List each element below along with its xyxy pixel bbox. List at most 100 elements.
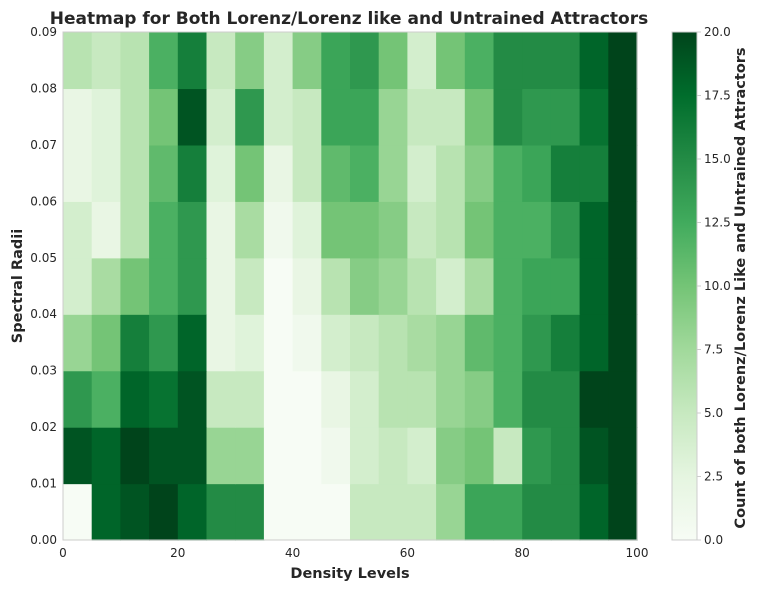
heatmap-cell bbox=[550, 32, 581, 90]
heatmap-cell bbox=[63, 257, 93, 315]
heatmap-cell bbox=[63, 32, 93, 90]
heatmap-cell bbox=[550, 257, 581, 315]
heatmap-cell bbox=[579, 257, 609, 315]
heatmap-cell bbox=[235, 257, 265, 315]
heatmap-cell bbox=[206, 370, 236, 428]
heatmap-cell bbox=[436, 201, 466, 259]
heatmap-cell bbox=[235, 32, 265, 90]
heatmap-cell bbox=[177, 427, 208, 485]
heatmap-cell bbox=[321, 314, 351, 372]
colorbar-tick-label: 2.5 bbox=[704, 470, 723, 484]
heatmap-cell bbox=[522, 370, 552, 428]
heatmap-cell bbox=[493, 201, 523, 259]
heatmap-cell bbox=[91, 88, 121, 146]
heatmap-cell bbox=[120, 144, 150, 202]
heatmap-cell bbox=[407, 314, 437, 372]
heatmap-cell bbox=[493, 257, 523, 315]
heatmap-cell bbox=[350, 201, 380, 259]
heatmap-cell bbox=[235, 483, 265, 541]
heatmap-cells bbox=[63, 32, 638, 541]
heatmap-cell bbox=[263, 32, 294, 90]
heatmap-cell bbox=[235, 201, 265, 259]
heatmap-cell bbox=[149, 370, 179, 428]
heatmap-cell bbox=[522, 427, 552, 485]
heatmap-cell bbox=[263, 483, 294, 541]
heatmap-cell bbox=[493, 370, 523, 428]
heatmap-cell bbox=[493, 32, 523, 90]
colorbar-tick-label: 15.0 bbox=[704, 152, 731, 166]
heatmap-cell bbox=[522, 483, 552, 541]
colorbar-tick-label: 17.5 bbox=[704, 89, 731, 103]
colorbar bbox=[671, 31, 698, 541]
heatmap-cell bbox=[177, 314, 208, 372]
y-tick-label: 0.00 bbox=[30, 533, 57, 547]
heatmap-cell bbox=[63, 370, 93, 428]
heatmap-cell bbox=[235, 88, 265, 146]
heatmap-cell bbox=[263, 88, 294, 146]
y-tick-label: 0.06 bbox=[30, 194, 57, 208]
y-tick-label: 0.07 bbox=[30, 138, 57, 152]
heatmap-cell bbox=[321, 88, 351, 146]
heatmap-cell bbox=[120, 483, 150, 541]
heatmap-cell bbox=[550, 201, 581, 259]
heatmap-cell bbox=[407, 88, 437, 146]
colorbar-tick-label: 0.0 bbox=[704, 533, 723, 547]
heatmap-cell bbox=[120, 257, 150, 315]
heatmap-cell bbox=[407, 370, 437, 428]
heatmap-cell bbox=[493, 144, 523, 202]
heatmap-cell bbox=[464, 427, 495, 485]
heatmap-cell bbox=[579, 88, 609, 146]
heatmap-cell bbox=[493, 88, 523, 146]
heatmap-cell bbox=[120, 314, 150, 372]
heatmap-cell bbox=[550, 427, 581, 485]
heatmap-cell bbox=[464, 370, 495, 428]
x-tick-label: 0 bbox=[59, 546, 67, 560]
heatmap-cell bbox=[292, 144, 322, 202]
x-tick-label: 20 bbox=[170, 546, 185, 560]
heatmap-cell bbox=[464, 201, 495, 259]
heatmap-cell bbox=[464, 32, 495, 90]
x-tick-label: 100 bbox=[626, 546, 649, 560]
heatmap-cell bbox=[63, 201, 93, 259]
heatmap-cell bbox=[149, 427, 179, 485]
heatmap-cell bbox=[407, 257, 437, 315]
heatmap-cell bbox=[263, 257, 294, 315]
x-axis-label: Density Levels bbox=[290, 566, 409, 582]
heatmap-cell bbox=[407, 483, 437, 541]
heatmap-cell bbox=[378, 257, 408, 315]
heatmap-cell bbox=[149, 483, 179, 541]
heatmap-cell bbox=[550, 483, 581, 541]
heatmap-cell bbox=[63, 88, 93, 146]
heatmap-cell bbox=[263, 370, 294, 428]
heatmap-cell bbox=[350, 314, 380, 372]
heatmap-cell bbox=[177, 144, 208, 202]
heatmap-cell bbox=[350, 32, 380, 90]
x-axis-ticks: 0 20 40 60 80 100 bbox=[59, 546, 648, 560]
heatmap-cell bbox=[378, 88, 408, 146]
heatmap-cell bbox=[235, 370, 265, 428]
heatmap-cell bbox=[464, 144, 495, 202]
heatmap-cell bbox=[579, 314, 609, 372]
heatmap-cell bbox=[120, 201, 150, 259]
heatmap-cell bbox=[608, 483, 638, 541]
heatmap-cell bbox=[149, 144, 179, 202]
heatmap-cell bbox=[292, 257, 322, 315]
heatmap-cell bbox=[522, 144, 552, 202]
heatmap-cell bbox=[206, 257, 236, 315]
heatmap-cell bbox=[579, 144, 609, 202]
heatmap-cell bbox=[292, 32, 322, 90]
heatmap-cell bbox=[292, 483, 322, 541]
heatmap-cell bbox=[407, 427, 437, 485]
heatmap-cell bbox=[436, 427, 466, 485]
heatmap-cell bbox=[292, 427, 322, 485]
heatmap-cell bbox=[550, 314, 581, 372]
heatmap-cell bbox=[464, 88, 495, 146]
heatmap-cell bbox=[206, 144, 236, 202]
heatmap-cell bbox=[493, 427, 523, 485]
heatmap-cell bbox=[321, 427, 351, 485]
heatmap-cell bbox=[608, 257, 638, 315]
heatmap-cell bbox=[407, 201, 437, 259]
heatmap-cell bbox=[350, 257, 380, 315]
